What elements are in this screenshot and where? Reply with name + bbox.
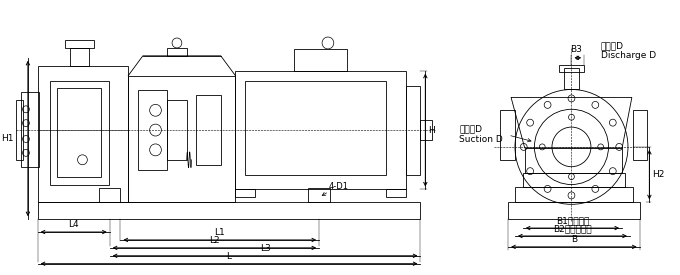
Text: 出油口D: 出油口D	[600, 41, 624, 50]
Text: Discharge D: Discharge D	[600, 51, 656, 60]
Text: 进油口D: 进油口D	[460, 125, 482, 134]
Text: Suction D: Suction D	[460, 136, 503, 144]
Text: B3: B3	[571, 45, 582, 54]
Bar	[309, 188, 330, 202]
Text: L3: L3	[260, 244, 271, 253]
Bar	[245, 81, 386, 175]
Bar	[508, 202, 640, 219]
Bar	[99, 188, 120, 202]
Bar	[235, 71, 406, 189]
Bar	[197, 95, 221, 165]
Text: 4-D1: 4-D1	[329, 182, 349, 191]
Bar	[37, 202, 420, 219]
Bar	[523, 173, 625, 188]
Bar	[386, 189, 406, 197]
Text: L: L	[226, 252, 232, 261]
Bar	[294, 49, 347, 71]
Bar	[500, 110, 515, 160]
Bar	[525, 148, 622, 173]
Bar	[167, 100, 187, 160]
Text: B1（泵端）: B1（泵端）	[556, 216, 589, 225]
Bar	[129, 76, 235, 202]
Bar	[406, 86, 420, 175]
Text: L4: L4	[69, 220, 79, 229]
Bar	[16, 100, 23, 160]
Text: L2: L2	[209, 236, 220, 245]
Bar	[50, 81, 109, 185]
Bar	[633, 110, 647, 160]
Bar	[70, 48, 89, 66]
Bar	[564, 68, 579, 89]
Bar	[235, 189, 255, 197]
Bar	[420, 120, 432, 140]
Bar	[138, 90, 167, 170]
Bar	[21, 92, 39, 167]
Bar	[167, 48, 187, 56]
Bar	[65, 40, 94, 48]
Bar	[37, 66, 129, 202]
Bar	[515, 188, 633, 202]
Bar	[559, 65, 584, 72]
Text: H: H	[428, 126, 435, 134]
Text: L1: L1	[214, 228, 225, 237]
Text: H2: H2	[652, 170, 664, 179]
Text: H1: H1	[1, 134, 14, 143]
Bar	[57, 87, 101, 177]
Text: B: B	[571, 235, 577, 244]
Text: B2（电机端）: B2（电机端）	[553, 224, 592, 233]
